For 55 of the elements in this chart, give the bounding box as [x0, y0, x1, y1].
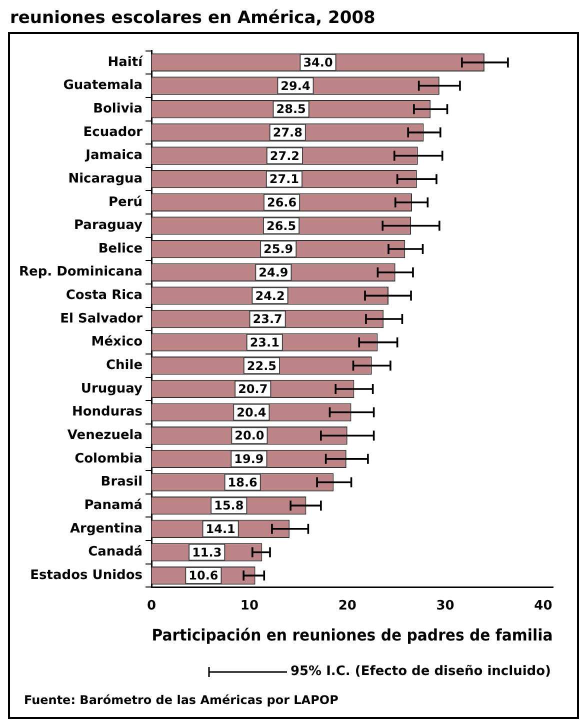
x-tick-label: 30 [436, 598, 454, 614]
data-label: 10.6 [188, 568, 218, 583]
x-axis-title: Participación en reuniones de padres de familia [152, 626, 553, 645]
y-tick-label: Venezuela [67, 428, 143, 443]
data-label: 24.9 [258, 265, 288, 280]
data-label: 20.7 [238, 382, 268, 396]
data-label: 23.7 [252, 312, 282, 326]
y-tick-label: Jamaica [84, 148, 143, 164]
y-tick-label: Uruguay [80, 381, 144, 396]
y-tick-label: Costa Rica [66, 288, 143, 304]
data-label: 26.5 [266, 218, 296, 233]
data-label: 25.9 [264, 242, 294, 256]
data-label: 20.0 [234, 428, 264, 443]
data-label: 22.5 [246, 358, 276, 373]
y-tick-label: Belice [98, 241, 143, 256]
data-label: 27.2 [270, 148, 300, 163]
y-tick-label: Canadá [88, 544, 143, 560]
y-tick-label: México [91, 334, 143, 350]
data-label: 26.6 [266, 196, 297, 210]
y-tick-label: Guatemala [63, 78, 143, 94]
y-tick-label: Colombia [74, 451, 143, 466]
data-label: 28.5 [276, 102, 306, 116]
y-tick-label: Argentina [70, 521, 143, 536]
y-tick-label: Haití [108, 54, 144, 70]
data-label: 34.0 [303, 56, 333, 70]
y-tick-label: Nicaragua [68, 171, 143, 186]
y-tick-label: El Salvador [60, 311, 144, 326]
y-tick-label: Estados Unidos [30, 568, 143, 583]
x-tick-label: 40 [534, 598, 552, 614]
y-tick-label: Bolivia [93, 101, 143, 116]
y-tick-label: Paraguay [74, 218, 144, 234]
data-label: 29.4 [280, 78, 310, 93]
y-tick-label: Chile [106, 358, 143, 374]
chart-title: reuniones escolares en América, 2008 [10, 8, 376, 28]
source-note: Fuente: Barómetro de las Américas por LAPOP [24, 693, 340, 707]
y-tick-label: Panamá [84, 498, 143, 513]
data-label: 14.1 [206, 522, 236, 536]
data-label: 19.9 [234, 452, 264, 466]
x-tick-label: 0 [147, 598, 156, 614]
x-tick-label: 10 [240, 598, 259, 614]
data-label: 27.1 [269, 172, 300, 186]
data-label: 11.3 [192, 545, 222, 560]
data-label: 18.6 [228, 475, 258, 490]
data-label: 23.1 [250, 335, 280, 350]
x-tick-label: 20 [338, 598, 356, 614]
y-tick-label: Ecuador [83, 124, 144, 140]
data-label: 27.8 [272, 126, 302, 140]
data-label: 20.4 [236, 405, 266, 420]
data-label: 15.8 [214, 498, 244, 513]
text: 95% I.C. (Efecto de diseño incluido) [290, 664, 551, 679]
data-label: 24.2 [255, 288, 285, 303]
y-tick-label: Perú [108, 194, 143, 210]
y-tick-label: Rep. Dominicana [18, 264, 143, 280]
y-tick-label: Honduras [72, 404, 143, 420]
y-tick-label: Brasil [100, 474, 143, 490]
